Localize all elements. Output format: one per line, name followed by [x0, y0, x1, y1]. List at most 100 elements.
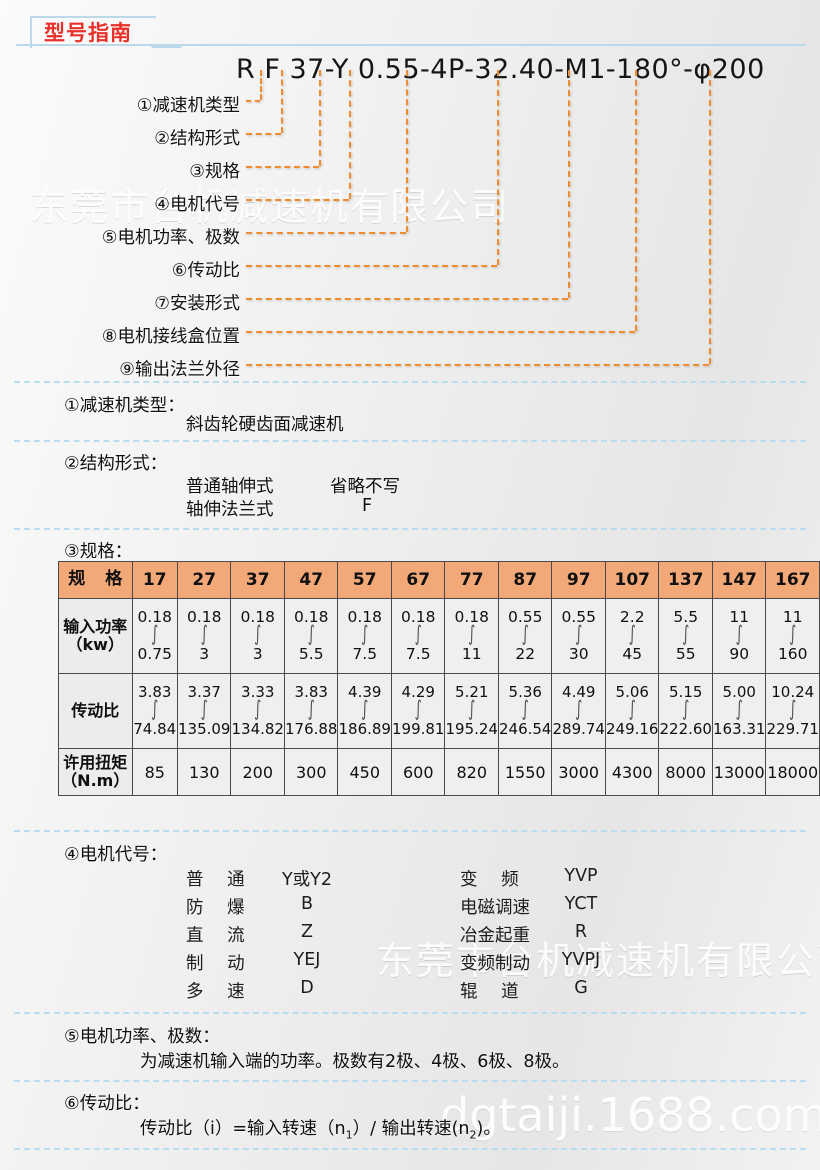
cell-allowable-torque: 3000 [551, 748, 606, 796]
cell-transmission-ratio: 3.83 ∫ 74.84 [131, 673, 178, 749]
range-tilde: ∫ [468, 622, 476, 647]
table-header-size: 167 [765, 561, 820, 599]
section-4-right-name: 冶金起重 [460, 926, 530, 946]
cell-min: 11 [782, 607, 803, 626]
range-tilde: ∫ [254, 697, 262, 722]
table-header-size: 47 [283, 561, 339, 599]
cell-input-power: 0.18 ∫ 7.5 [390, 598, 446, 674]
cell-max: 246.54 [498, 719, 552, 738]
cell-max: 199.81 [391, 719, 445, 738]
leader-line-8-horizontal [246, 331, 635, 333]
cell-max: 45 [622, 644, 643, 663]
cell-min: 3.37 [187, 683, 221, 702]
section-1-body: 斜齿轮硬齿面减速机 [186, 415, 344, 435]
section-2-title: ②结构形式： [64, 454, 168, 474]
cell-transmission-ratio: 3.33 ∫ 134.82 [230, 673, 285, 749]
section-1-title: ①减速机类型： [64, 396, 185, 416]
model-code-callout-diagram: ①减速机类型 ②结构形式 ③规格 ④电机代号 ⑤电机功率、极数 ⑥传动比 ⑦安装… [0, 70, 820, 380]
cell-min: 0.18 [293, 607, 329, 626]
divider-above-section-2 [14, 440, 806, 442]
section-4-left-name: 制 动 [186, 954, 254, 974]
cell-transmission-ratio: 4.39 ∫ 186.89 [337, 673, 392, 749]
range-tilde: ∫ [151, 697, 159, 722]
cell-min: 0.18 [454, 607, 489, 626]
section-3-title: ③规格： [64, 542, 133, 562]
cell-max: 160 [777, 644, 808, 663]
table-header-size: 17 [131, 561, 178, 599]
cell-allowable-torque: 450 [337, 748, 392, 796]
cell-input-power: 0.18 ∫ 3 [230, 598, 285, 674]
callout-label-6: ⑥传动比 [171, 261, 240, 281]
cell-min: 3.83 [294, 683, 328, 702]
leader-line-6-horizontal [246, 265, 497, 267]
callout-label-2: ②结构形式 [154, 129, 240, 149]
row-label-unit: （N.m） [61, 771, 130, 790]
callout-label-4: ④电机代号 [154, 195, 240, 215]
callout-label-9: ⑨输出法兰外径 [119, 360, 240, 380]
cell-allowable-torque: 200 [230, 748, 285, 796]
cell-min: 5.00 [722, 683, 756, 702]
leader-line-3-vertical [319, 70, 321, 166]
cell-input-power: 0.55 ∫ 22 [497, 598, 553, 674]
section-4-right-code: G [574, 978, 588, 998]
row-label-text: 传动比 [71, 700, 120, 720]
leader-line-6-vertical [497, 70, 499, 265]
table-header-size: 77 [444, 561, 499, 599]
section-6-title: ⑥传动比： [64, 1094, 150, 1114]
section-6-body: 传动比（i）=输入转速（n1）/ 输出转速(n2)。 [140, 1115, 501, 1142]
section-6-subscript-1: 1 [345, 1128, 353, 1142]
section-6-body-post: )。 [476, 1119, 501, 1139]
table-row-allowable-torque: 许用扭矩 （N.m） 85 130 200 300 450 600 820 15… [58, 748, 820, 796]
cell-max: 3 [199, 644, 210, 663]
section-4-left-name: 普 通 [186, 870, 254, 890]
range-tilde: ∫ [628, 622, 636, 647]
cell-input-power: 0.55 ∫ 30 [551, 598, 606, 674]
cell-max: 5.5 [298, 644, 324, 663]
cell-transmission-ratio: 5.15 ∫ 222.60 [658, 673, 713, 749]
row-label-allowable-torque: 许用扭矩 （N.m） [58, 748, 133, 796]
cell-min: 0.55 [507, 607, 543, 626]
tab-rule [16, 44, 806, 46]
cell-min: 0.18 [186, 607, 222, 626]
cell-min: 0.18 [137, 607, 172, 626]
range-tilde: ∫ [361, 697, 369, 722]
cell-min: 4.39 [348, 683, 382, 702]
range-tilde: ∫ [575, 697, 583, 722]
leader-line-3-horizontal [246, 166, 319, 168]
callout-label-5: ⑤电机功率、极数 [101, 228, 240, 248]
range-tilde: ∫ [200, 697, 208, 722]
table-header-size: 67 [390, 561, 446, 599]
row-label-transmission-ratio: 传动比 [58, 673, 133, 749]
leader-line-2-horizontal [246, 133, 281, 135]
section-5-body: 为减速机输入端的功率。极数有2极、4极、6极、8极。 [140, 1052, 570, 1072]
cell-max: 90 [729, 644, 750, 663]
divider-above-section-3 [14, 528, 806, 530]
leader-line-9-vertical [709, 70, 711, 364]
section-4-left-code: B [300, 894, 313, 914]
section-5-title: ⑤电机功率、极数： [64, 1027, 220, 1047]
cell-transmission-ratio: 4.29 ∫ 199.81 [390, 673, 446, 749]
cell-max: 176.88 [284, 719, 338, 738]
section-6-body-mid: ）/ 输出转速(n [352, 1119, 470, 1139]
section-4-left-name: 多 速 [186, 982, 254, 1002]
cell-max: 195.24 [445, 719, 498, 738]
cell-max: 3 [252, 644, 263, 663]
divider-bottom [14, 1148, 806, 1150]
cell-allowable-torque: 1550 [497, 748, 553, 796]
cell-input-power: 0.18 ∫ 7.5 [337, 598, 392, 674]
table-header-label: 规 格 [58, 561, 133, 599]
leader-line-9-horizontal [246, 364, 709, 366]
row-label-text: 输入功率 [63, 616, 128, 636]
cell-max: 229.71 [766, 719, 819, 738]
table-header-size: 97 [551, 561, 606, 599]
section-4-right-code: YCT [564, 894, 598, 914]
callout-label-1: ①减速机类型 [136, 96, 240, 116]
cell-allowable-torque: 85 [131, 748, 178, 796]
leader-line-1-vertical [260, 70, 262, 100]
cell-allowable-torque: 600 [390, 748, 446, 796]
cell-min: 5.15 [669, 683, 703, 702]
cell-input-power: 0.18 ∫ 0.75 [131, 598, 178, 674]
cell-transmission-ratio: 5.00 ∫ 163.31 [711, 673, 767, 749]
cell-max: 249.16 [605, 719, 659, 738]
cell-allowable-torque: 13000 [711, 748, 767, 796]
